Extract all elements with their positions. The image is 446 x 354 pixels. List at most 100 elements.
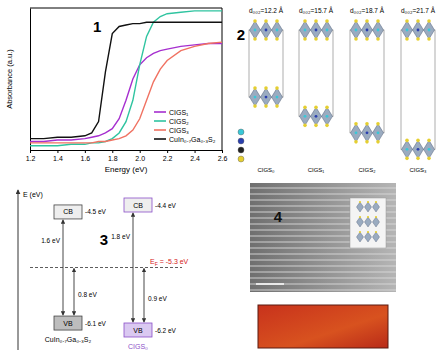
polyhedron — [362, 21, 373, 39]
inset-polyhedron — [365, 202, 372, 212]
band-label: VB — [63, 320, 73, 327]
polyhedron — [402, 21, 413, 39]
metal-atom — [254, 29, 257, 32]
sulfur-atom — [405, 157, 409, 161]
sulfur-atom — [405, 19, 409, 23]
sulfur-atom — [365, 37, 369, 41]
tem-inset — [350, 198, 386, 248]
band-label: CB — [133, 202, 143, 209]
tick-label: 1.8 — [108, 155, 118, 162]
polyhedron — [300, 21, 311, 39]
panel-number: 4 — [274, 208, 283, 225]
gap-arrow — [63, 220, 64, 315]
inset-atom — [367, 231, 369, 233]
polyhedron — [322, 21, 333, 39]
legend-swatch — [154, 138, 166, 140]
valence-band — [54, 316, 82, 330]
band-label: CB — [63, 208, 73, 215]
inset-atom — [375, 201, 377, 203]
metal-atom — [417, 29, 420, 32]
tick-mark — [140, 150, 141, 153]
tick-label: 2.6 — [218, 155, 228, 162]
panel-number: 2 — [237, 26, 245, 43]
metal-atom — [366, 131, 369, 134]
tick-label: 2.4 — [190, 155, 200, 162]
lattice-fringe — [250, 283, 396, 285]
energy-axis — [18, 190, 19, 350]
sulfur-atom — [264, 104, 268, 108]
legend-label: CuIn₀.₇Ga₀.₃S₂ — [169, 136, 216, 143]
legend: CIGS₁CIGS₂CIGS₃CuIn₀.₇Ga₀.₃S₂ — [154, 109, 216, 143]
sulfur-atom — [405, 37, 409, 41]
fermi-arrow — [144, 269, 145, 323]
tick-label: 1.2 — [26, 155, 36, 162]
legend-label: CIGS₃ — [169, 127, 189, 134]
metal-atom — [377, 29, 380, 32]
sulfur-atom — [253, 104, 257, 108]
metal-atom — [254, 96, 257, 99]
tem-image — [250, 183, 396, 292]
plot-area — [30, 11, 222, 146]
offset-label: 0.9 eV — [148, 295, 167, 302]
polyhedron — [250, 88, 261, 106]
polyhedron — [373, 21, 384, 39]
polyhedron — [362, 124, 373, 142]
lattice-fringe — [250, 289, 396, 291]
unit-cell — [401, 30, 435, 149]
tick-mark — [112, 150, 113, 153]
metal-atom — [265, 96, 268, 99]
polyhedron — [413, 140, 424, 158]
unit-cell — [249, 30, 283, 97]
fermi-arrow — [74, 269, 75, 316]
polyhedron — [351, 21, 362, 39]
material: CB-4.5 eVVB-6.1 eV1.6 eV0.8 eVCuIn₀.₇Ga₀… — [41, 205, 106, 343]
metal-atom — [406, 148, 409, 151]
sulfur-atom — [264, 37, 268, 41]
polyhedron — [322, 107, 333, 125]
metal-atom — [265, 29, 268, 32]
metal-atom — [355, 131, 358, 134]
sulfur-atom — [264, 86, 268, 90]
panel-3: E (eV)3EF = -5.3 eVCB-4.5 eVVB-6.1 eV1.6… — [18, 190, 189, 350]
metal-atom — [304, 29, 307, 32]
sulfur-atom — [325, 19, 329, 23]
legend-label: CIGS₂ — [169, 118, 189, 125]
sulfur-atom — [314, 124, 318, 128]
film-photo — [258, 305, 388, 348]
tick-mark — [222, 150, 223, 153]
axis-title: E (eV) — [23, 191, 43, 199]
sulfur-atom — [427, 19, 431, 23]
tick-mark — [85, 150, 86, 153]
polyhedron — [413, 21, 424, 39]
d-spacing: d₀₀₂=15.7 Å — [299, 6, 334, 14]
inset-polyhedron — [365, 232, 372, 242]
structure: d₀₀₂=18.7 ÅCIGS₂ — [350, 6, 385, 173]
gap-label: 1.8 eV — [111, 233, 130, 240]
polyhedron — [272, 21, 283, 39]
panel-number: 3 — [100, 231, 108, 248]
inset-polyhedron — [357, 202, 364, 212]
metal-atom — [417, 148, 420, 151]
structure-label: CIGS₃ — [409, 167, 427, 173]
energy-label: -6.2 eV — [155, 327, 177, 334]
material: CB-4.4 eVVB-6.2 eV1.8 eV0.9 eVCIGS₀ — [111, 198, 176, 350]
inset-atom — [367, 216, 369, 218]
x-axis-title: Energy (eV) — [105, 165, 148, 174]
plot-frame-right — [222, 8, 223, 150]
panel-2: 2d₀₀₂=12.2 ÅCIGS₀d₀₀₂=15.7 ÅCIGS₁d₀₀₂=18… — [237, 6, 436, 173]
sulfur-atom — [275, 104, 279, 108]
sulfur-atom — [325, 124, 329, 128]
sulfur-atom — [275, 37, 279, 41]
sulfur-atom — [314, 37, 318, 41]
structure: d₀₀₂=21.7 ÅCIGS₃ — [401, 6, 436, 173]
figure: 1.21.41.61.82.02.22.42.6CIGS₁CIGS₂CIGS₃C… — [0, 0, 446, 354]
tick-mark — [195, 150, 196, 153]
sulfur-atom — [416, 37, 420, 41]
x-tick: 2.0 — [135, 150, 145, 162]
structure-label: CIGS₁ — [308, 167, 325, 173]
atom-key — [238, 138, 244, 144]
panel-4: 4 — [250, 183, 396, 348]
energy-label: -4.5 eV — [85, 208, 107, 215]
series-line — [30, 42, 222, 143]
x-axis: 1.21.41.61.82.02.22.42.6 — [26, 150, 228, 162]
